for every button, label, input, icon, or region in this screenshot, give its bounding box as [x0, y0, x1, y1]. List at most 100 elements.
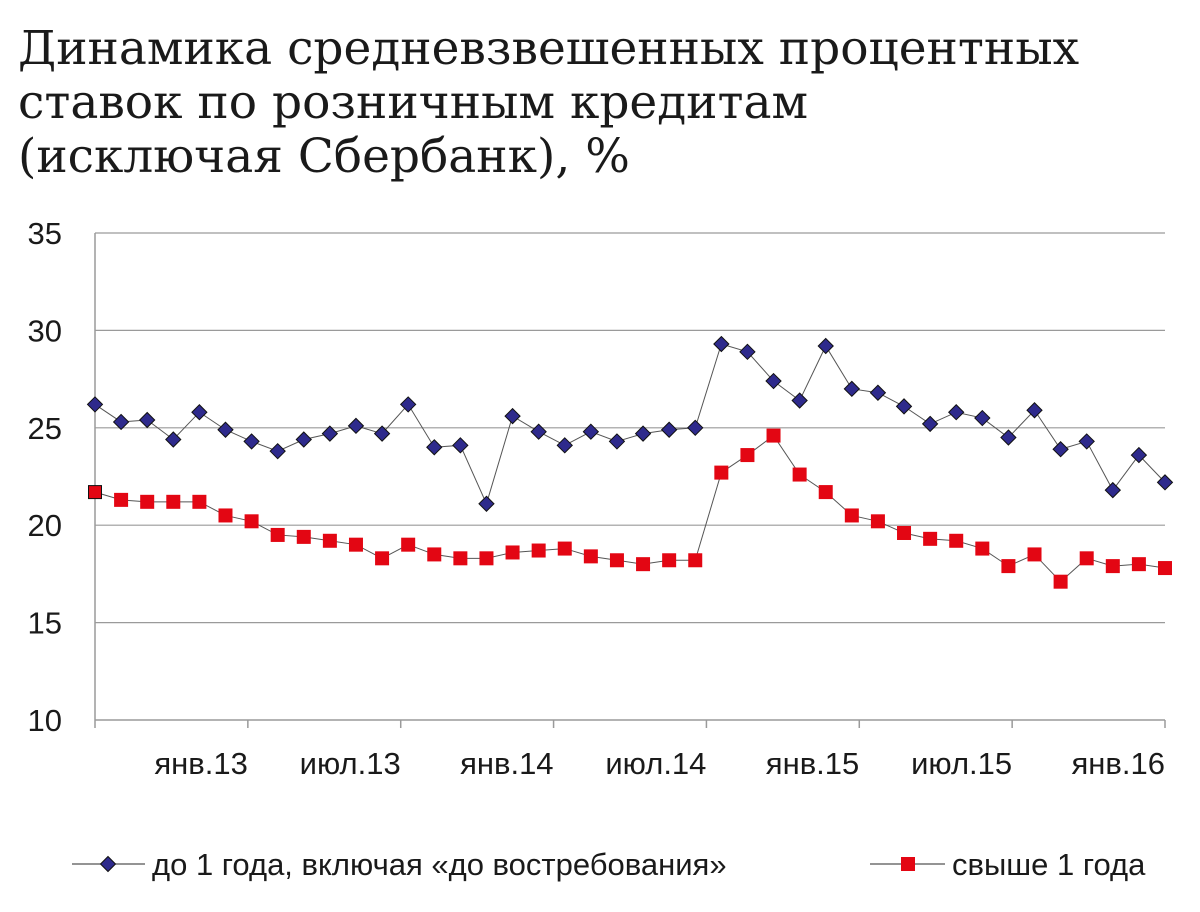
grid-lines	[95, 232, 1165, 624]
chart-title-line-1: Динамика средневзвешенных процентных	[18, 21, 1080, 76]
legend-marker-1	[99, 855, 117, 873]
y-tick-label: 30	[28, 313, 62, 348]
y-tick-label: 15	[28, 606, 62, 641]
data-point-series-1	[608, 433, 626, 450]
data-point-series-2	[505, 545, 520, 560]
data-point-series-2	[923, 531, 938, 546]
x-tick-label: янв.13	[154, 746, 247, 781]
data-point-series-2	[1105, 559, 1120, 574]
y-tick-label: 10	[28, 703, 62, 738]
data-point-series-2	[792, 467, 807, 482]
data-point-series-1	[347, 417, 365, 435]
x-tick-label: июл.14	[605, 746, 706, 781]
data-point-series-2	[766, 428, 781, 443]
data-point-series-1	[191, 404, 208, 421]
data-point-series-2	[818, 485, 833, 500]
data-point-series-2	[557, 541, 572, 556]
chart-title: Динамика средневзвешенных процентных ста…	[18, 22, 1178, 184]
data-point-series-1	[1130, 446, 1148, 464]
data-point-series-2	[1158, 561, 1172, 576]
data-point-series-2	[244, 514, 259, 529]
data-point-series-1	[843, 380, 861, 398]
data-point-series-2	[166, 494, 181, 509]
y-tick-label: 20	[28, 508, 62, 543]
data-point-series-2	[218, 508, 233, 523]
data-point-series-1	[243, 433, 260, 450]
data-point-series-2	[740, 448, 755, 463]
data-point-series-1	[504, 407, 521, 425]
data-point-series-1	[1156, 474, 1174, 491]
axes	[94, 233, 1165, 728]
data-point-series-1	[687, 419, 704, 437]
data-point-series-2	[453, 551, 468, 566]
data-point-series-1	[426, 439, 443, 456]
data-point-series-1	[948, 404, 965, 421]
legend-marker-2	[901, 857, 915, 871]
data-point-series-1	[217, 421, 234, 438]
data-point-series-1	[974, 409, 991, 427]
legend: до 1 года, включая «до востребования» свы…	[72, 847, 1146, 882]
data-point-series-2	[479, 551, 494, 566]
data-point-series-1	[86, 396, 104, 413]
data-point-series-2	[1027, 547, 1042, 562]
y-tick-label: 35	[28, 216, 62, 251]
data-point-series-1	[817, 337, 834, 355]
data-point-series-2	[897, 525, 912, 540]
legend-label-2: свыше 1 года	[952, 847, 1146, 882]
y-tick-label: 25	[28, 411, 62, 446]
data-point-series-1	[165, 431, 182, 448]
data-point-series-2	[1053, 574, 1068, 589]
data-point-series-2	[140, 494, 155, 509]
data-point-series-1	[452, 437, 469, 454]
data-point-series-2	[949, 533, 964, 548]
legend-label-1: до 1 года, включая «до востребования»	[152, 847, 727, 882]
data-point-series-1	[660, 421, 678, 438]
chart-title-line-3: (исключая Сбербанк), %	[18, 129, 630, 184]
data-point-series-2	[662, 553, 677, 568]
data-point-series-2	[296, 529, 311, 544]
data-point-series-1	[1026, 402, 1043, 419]
data-point-series-2	[688, 553, 703, 568]
series-line-1	[94, 343, 1166, 506]
data-point-series-1	[869, 384, 887, 401]
data-point-series-2	[322, 533, 337, 548]
x-tick-label: янв.14	[460, 746, 553, 781]
data-point-series-2	[270, 527, 285, 542]
data-point-series-2	[114, 492, 129, 507]
data-point-series-2	[375, 551, 390, 566]
data-point-series-1	[112, 413, 130, 431]
x-tick-label: янв.15	[766, 746, 859, 781]
data-point-series-1	[1078, 433, 1095, 450]
data-point-series-2	[88, 485, 102, 500]
data-point-series-2	[1001, 559, 1016, 574]
data-point-series-1	[895, 398, 913, 415]
data-point-series-1	[530, 423, 547, 440]
data-point-series-1	[1000, 429, 1017, 446]
data-point-series-1	[765, 372, 782, 390]
data-point-series-2	[1131, 557, 1146, 572]
data-point-series-1	[399, 396, 417, 413]
data-point-series-1	[556, 437, 573, 454]
y-axis-ticks: 10 15 20 25 30 35	[28, 216, 62, 738]
x-tick-label: июл.15	[911, 746, 1012, 781]
data-point-series-1	[138, 411, 156, 429]
data-point-series-2	[844, 508, 859, 523]
data-point-series-2	[192, 494, 207, 509]
data-point-series-2	[975, 541, 990, 556]
data-point-series-1	[269, 442, 286, 460]
chart-title-line-2: ставок по розничным кредитам	[18, 75, 809, 130]
data-point-series-1	[373, 425, 391, 442]
x-tick-label: янв.16	[1072, 746, 1165, 781]
data-point-series-2	[636, 557, 651, 572]
x-axis-ticks: янв.13 июл.13 янв.14 июл.14 янв.15 июл.15 янв.…	[154, 720, 1166, 781]
series-lines	[94, 343, 1166, 583]
data-point-series-2	[531, 543, 546, 558]
data-point-series-2	[1079, 551, 1094, 566]
data-point-series-1	[791, 392, 808, 409]
data-point-series-1	[634, 425, 652, 442]
data-point-series-1	[1052, 441, 1069, 458]
data-point-series-2	[401, 537, 416, 552]
data-point-series-2	[583, 549, 598, 564]
series-markers	[86, 335, 1174, 589]
